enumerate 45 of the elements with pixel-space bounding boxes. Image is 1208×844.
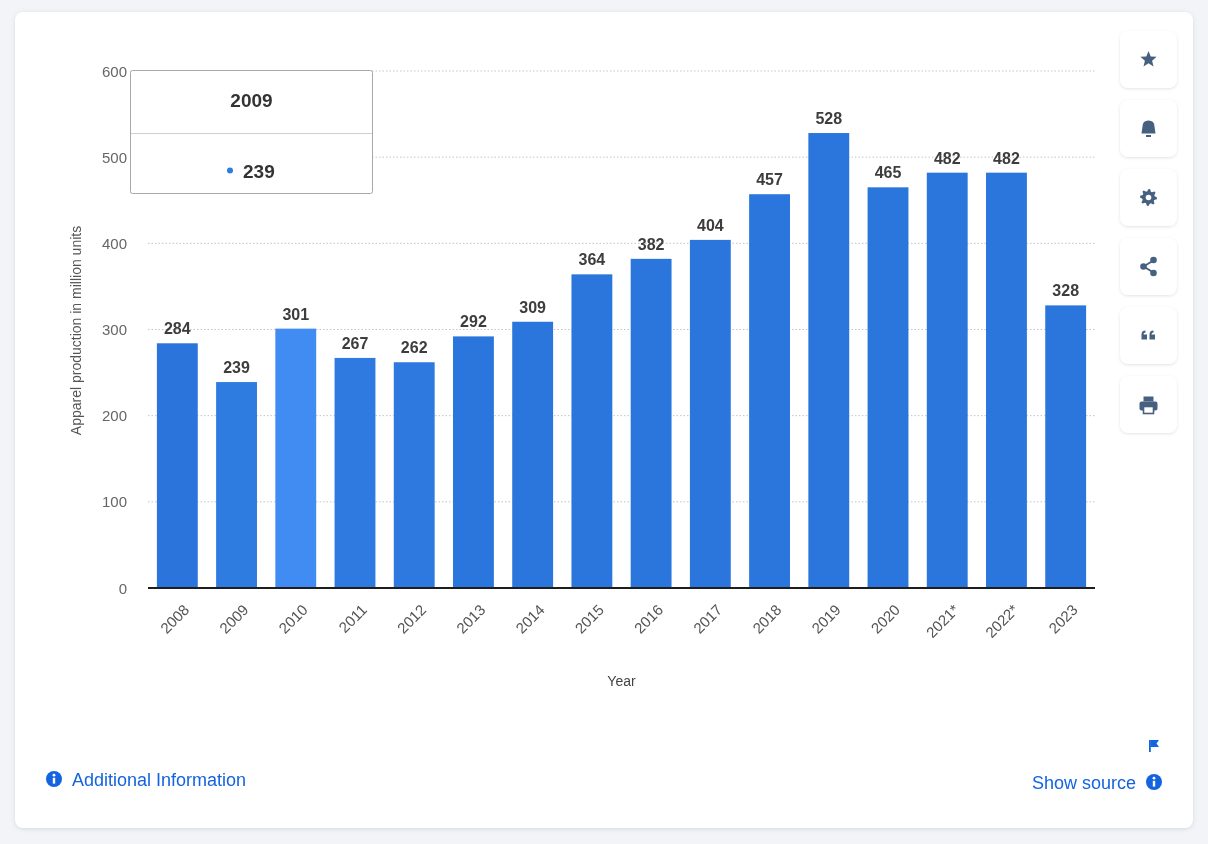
bar xyxy=(571,274,613,588)
y-tick-label: 0 xyxy=(118,579,127,597)
bar xyxy=(453,336,494,588)
data-label: 292 xyxy=(460,313,487,331)
y-tick-label: 500 xyxy=(101,148,127,166)
data-label: 301 xyxy=(282,305,310,323)
y-axis-title: Apparel production in million units xyxy=(68,225,84,436)
annotation: 2009 xyxy=(230,90,273,111)
y-tick-label: 600 xyxy=(101,62,127,80)
bar xyxy=(808,133,850,588)
data-label: 262 xyxy=(400,339,428,357)
bar xyxy=(334,357,376,588)
bar xyxy=(749,194,790,588)
bar xyxy=(512,321,554,588)
data-label: 457 xyxy=(756,171,784,189)
y-tick-label: 200 xyxy=(101,407,127,425)
bar xyxy=(156,343,198,588)
data-label: 404 xyxy=(696,216,724,234)
data-label: 482 xyxy=(933,149,961,167)
bar xyxy=(393,362,435,588)
bar xyxy=(1045,305,1087,588)
annotation: 239 xyxy=(243,161,275,182)
text: Additional Information xyxy=(72,770,247,790)
bar xyxy=(986,172,1027,588)
y-tick-label: 100 xyxy=(101,493,127,511)
data-label: 364 xyxy=(578,251,606,269)
bar xyxy=(926,172,968,588)
bar xyxy=(275,328,317,588)
data-label: 482 xyxy=(993,149,1020,167)
bar xyxy=(867,187,909,588)
bar xyxy=(689,239,731,588)
y-tick-label: 400 xyxy=(101,234,127,252)
text: Show source xyxy=(1031,773,1136,793)
y-tick-label: 300 xyxy=(101,321,127,338)
data-label: 309 xyxy=(519,298,547,316)
bar xyxy=(630,258,672,588)
data-label: 284 xyxy=(163,320,191,338)
bar xyxy=(216,382,257,588)
data-label: 328 xyxy=(1052,282,1080,300)
data-label: 267 xyxy=(341,334,369,352)
x-axis-title: Year xyxy=(607,673,636,689)
data-label: 528 xyxy=(815,110,843,128)
data-label: 465 xyxy=(874,164,902,182)
data-label: 382 xyxy=(637,235,665,253)
data-label: 239 xyxy=(223,359,250,377)
